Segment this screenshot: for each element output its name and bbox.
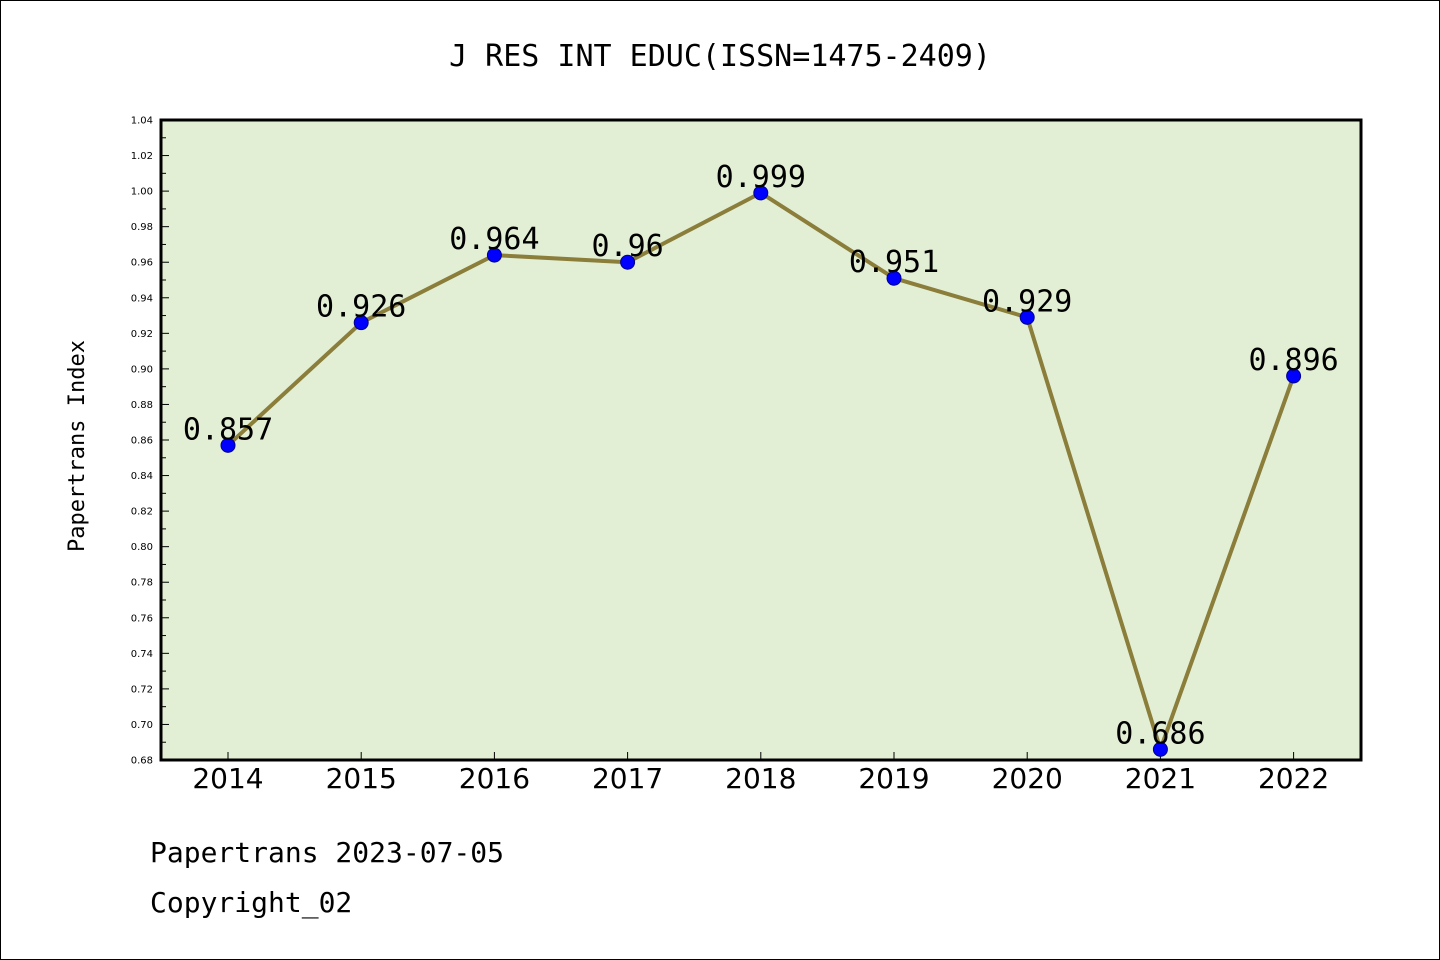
data-point xyxy=(353,315,369,331)
data-label: 0.926 xyxy=(316,290,406,325)
data-point xyxy=(886,270,902,286)
data-label: 0.951 xyxy=(849,245,939,280)
y-tick-label: 0.96 xyxy=(131,258,153,269)
y-axis-label: Papertrans Index xyxy=(65,340,90,552)
data-point xyxy=(220,437,236,453)
y-tick-label: 0.98 xyxy=(131,222,153,233)
y-tick-label: 0.74 xyxy=(131,649,153,660)
data-label: 0.929 xyxy=(982,284,1072,319)
x-tick-label: 2017 xyxy=(592,762,663,795)
data-label: 0.999 xyxy=(716,160,806,195)
data-label: 0.896 xyxy=(1248,343,1338,378)
y-tick-label: 1.00 xyxy=(131,187,153,198)
plot-area xyxy=(159,118,1363,762)
x-tick-label: 2021 xyxy=(1125,762,1196,795)
y-tick-label: 0.82 xyxy=(131,507,153,518)
data-label: 0.964 xyxy=(449,222,539,257)
y-tick-label: 0.94 xyxy=(131,293,153,304)
y-tick-label: 0.80 xyxy=(131,542,153,553)
data-point xyxy=(1286,368,1302,384)
x-tick-label: 2022 xyxy=(1258,762,1329,795)
data-labels: 0.857 0.926 0.964 0.96 0.999 0.951 0.929 0.686 0… xyxy=(183,160,1339,751)
y-tick-label: 0.70 xyxy=(131,720,153,731)
data-point xyxy=(1019,309,1035,325)
data-label: 0.96 xyxy=(591,229,663,264)
y-tick-label: 0.88 xyxy=(131,400,153,411)
y-tick-label: 0.92 xyxy=(131,329,153,340)
x-tick-label: 2015 xyxy=(326,762,397,795)
y-tick-label: 0.78 xyxy=(131,578,153,589)
y-tick-label: 1.04 xyxy=(131,116,153,127)
data-label: 0.686 xyxy=(1115,716,1205,751)
x-tick-label: 2018 xyxy=(725,762,796,795)
data-point xyxy=(620,254,636,270)
chart-title: J RES INT EDUC(ISSN=1475-2409) xyxy=(449,39,991,74)
series xyxy=(220,185,1302,757)
y-tick-label: 0.72 xyxy=(131,684,153,695)
data-point xyxy=(486,247,502,263)
x-tick-label: 2016 xyxy=(459,762,530,795)
x-tick-label: 2020 xyxy=(992,762,1063,795)
y-tick-label: 0.90 xyxy=(131,364,153,375)
x-axis: 2014 2015 2016 2017 2018 2019 2020 2021 2022 xyxy=(192,752,1329,795)
data-point xyxy=(753,185,769,201)
y-tick-label: 0.86 xyxy=(131,436,153,447)
y-axis: 0.68 0.70 0.72 0.74 0.76 0.78 0.80 0.82 0.84 0.86… xyxy=(131,116,169,767)
x-tick-label: 2019 xyxy=(858,762,929,795)
y-tick-label: 0.84 xyxy=(131,471,153,482)
y-tick-label: 1.02 xyxy=(131,151,153,162)
x-tick-label: 2014 xyxy=(192,762,263,795)
footer-date: Papertrans 2023-07-05 xyxy=(150,836,505,869)
data-label: 0.857 xyxy=(183,412,273,447)
y-tick-label: 0.68 xyxy=(131,756,153,767)
footer-copyright: Copyright_02 xyxy=(150,886,353,919)
data-point xyxy=(1152,741,1168,757)
y-tick-label: 0.76 xyxy=(131,613,153,624)
